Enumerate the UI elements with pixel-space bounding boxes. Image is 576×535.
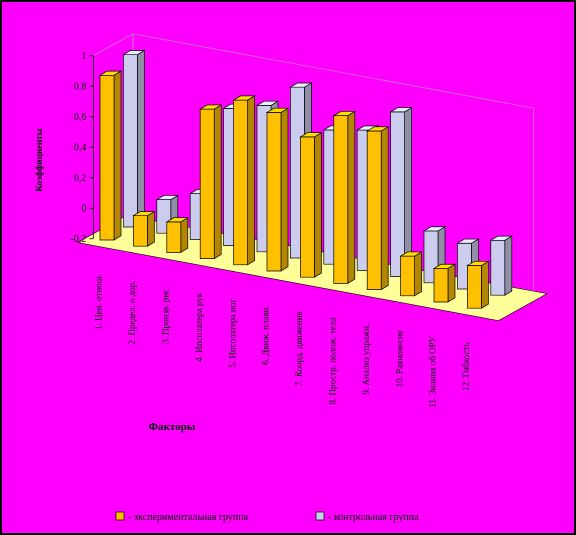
legend-swatch xyxy=(115,511,125,521)
bar-top xyxy=(299,132,323,138)
bar-top xyxy=(198,104,223,110)
bar-experimental-10 xyxy=(399,251,423,297)
y-tick-label: 0,2 xyxy=(74,173,87,184)
bar-experimental-11 xyxy=(432,263,457,303)
bar-top xyxy=(389,107,413,113)
x-tick-label: 4. Ипсолатера рук xyxy=(194,292,204,361)
x-tick-label: 6. Движ. плавн. xyxy=(261,305,271,365)
bar-front xyxy=(467,265,482,309)
bar-top xyxy=(332,111,357,117)
x-tick-label: 9. Анализ упражн. xyxy=(361,324,371,395)
bar-front xyxy=(400,255,415,297)
bar-side xyxy=(113,70,122,241)
bar-top xyxy=(265,107,290,113)
bar-experimental-2 xyxy=(132,210,156,247)
bar-front xyxy=(300,136,315,278)
bar-top xyxy=(155,195,180,200)
bar-control-1 xyxy=(122,49,146,228)
bar-side xyxy=(280,107,289,272)
bar-side xyxy=(414,251,422,297)
legend-swatch xyxy=(315,511,325,521)
y-tick-label: 1 xyxy=(81,51,86,62)
bar-top xyxy=(98,70,123,76)
y-tick-label: 0,8 xyxy=(74,81,87,92)
bar-top xyxy=(365,126,390,132)
bar-top xyxy=(289,82,313,88)
y-tick-label: -0,2 xyxy=(70,234,86,245)
bar-experimental-4 xyxy=(198,104,223,260)
y-tick-label: 0 xyxy=(81,203,86,214)
bar-top xyxy=(489,235,514,241)
bar-front xyxy=(490,239,506,296)
x-tick-label: 12. Гибкость xyxy=(461,342,471,390)
x-axis-ticks: 1. Цен. отнош. 2. Предел. о дор. 3. Произв… xyxy=(94,274,471,408)
y-tick-label: 0,6 xyxy=(74,112,87,123)
bar-top xyxy=(132,211,156,217)
x-axis-label: Факторы xyxy=(149,421,196,433)
bar-top xyxy=(422,226,447,232)
bar-side xyxy=(247,95,255,266)
y-axis-ticks: -0,2 0 0,2 0,4 0,6 0,8 1 xyxy=(70,51,94,245)
bar-front xyxy=(99,74,115,241)
y-axis-label: Коэффициенты xyxy=(34,128,44,191)
legend: - экспериментальная группа - контрольная … xyxy=(115,511,419,523)
bar-front xyxy=(123,54,138,228)
x-tick-label: 10. Равновесие xyxy=(394,330,404,387)
bar-side xyxy=(404,107,412,278)
bar-side xyxy=(447,263,456,303)
bar-top xyxy=(232,95,256,101)
bar-experimental-1 xyxy=(98,70,123,241)
legend-label: - контрольная группа xyxy=(328,512,419,523)
x-tick-label: 11. Знания об ОРУ xyxy=(428,336,438,408)
x-tick-label: 7. Коорд. движения xyxy=(294,311,304,386)
bar-experimental-7 xyxy=(299,132,323,278)
bar-top xyxy=(456,238,480,244)
bar-top xyxy=(466,260,490,266)
bar-side xyxy=(481,260,489,309)
bar-experimental-6 xyxy=(265,107,290,272)
bar-side xyxy=(180,217,189,254)
bar-top xyxy=(432,263,457,269)
legend-label: - экспериментальная группа xyxy=(128,512,249,523)
bar-front xyxy=(133,215,148,247)
bar-front xyxy=(166,221,182,253)
bar-side xyxy=(347,110,356,285)
bar-experimental-8 xyxy=(332,110,357,285)
bar-side xyxy=(147,210,155,247)
x-tick-label: 8. Простр. полож. тела xyxy=(327,318,337,405)
bar-front xyxy=(199,108,215,259)
bar-experimental-9 xyxy=(365,126,390,291)
bar-front xyxy=(333,115,349,284)
bar-side xyxy=(213,104,222,260)
bar-experimental-3 xyxy=(165,217,190,254)
x-tick-label: 5. Ипсолатера ног xyxy=(227,299,237,368)
x-tick-label: 3. Произв. рис. xyxy=(160,287,170,344)
bar-side xyxy=(137,49,145,228)
bar-top xyxy=(255,100,280,106)
bar-side xyxy=(504,235,513,296)
bar-front xyxy=(433,268,449,303)
bar-control-9 xyxy=(389,107,413,278)
bar-experimental-12 xyxy=(466,260,490,309)
bar-top xyxy=(122,50,146,56)
bar-side xyxy=(314,132,322,278)
bar-front xyxy=(390,111,405,277)
bar-front xyxy=(366,130,382,290)
bar-side xyxy=(380,126,389,291)
x-tick-label: 2. Предел. о дор. xyxy=(127,280,137,344)
bar-control-12 xyxy=(489,235,514,296)
bar-top xyxy=(399,251,423,257)
y-tick-label: 0,4 xyxy=(74,142,87,153)
bar-front xyxy=(233,99,248,266)
bar-top xyxy=(165,217,190,223)
bar-experimental-5 xyxy=(232,95,256,266)
bars xyxy=(98,49,514,309)
x-tick-label: 1. Цен. отнош. xyxy=(94,274,104,330)
bar-front xyxy=(266,112,282,272)
